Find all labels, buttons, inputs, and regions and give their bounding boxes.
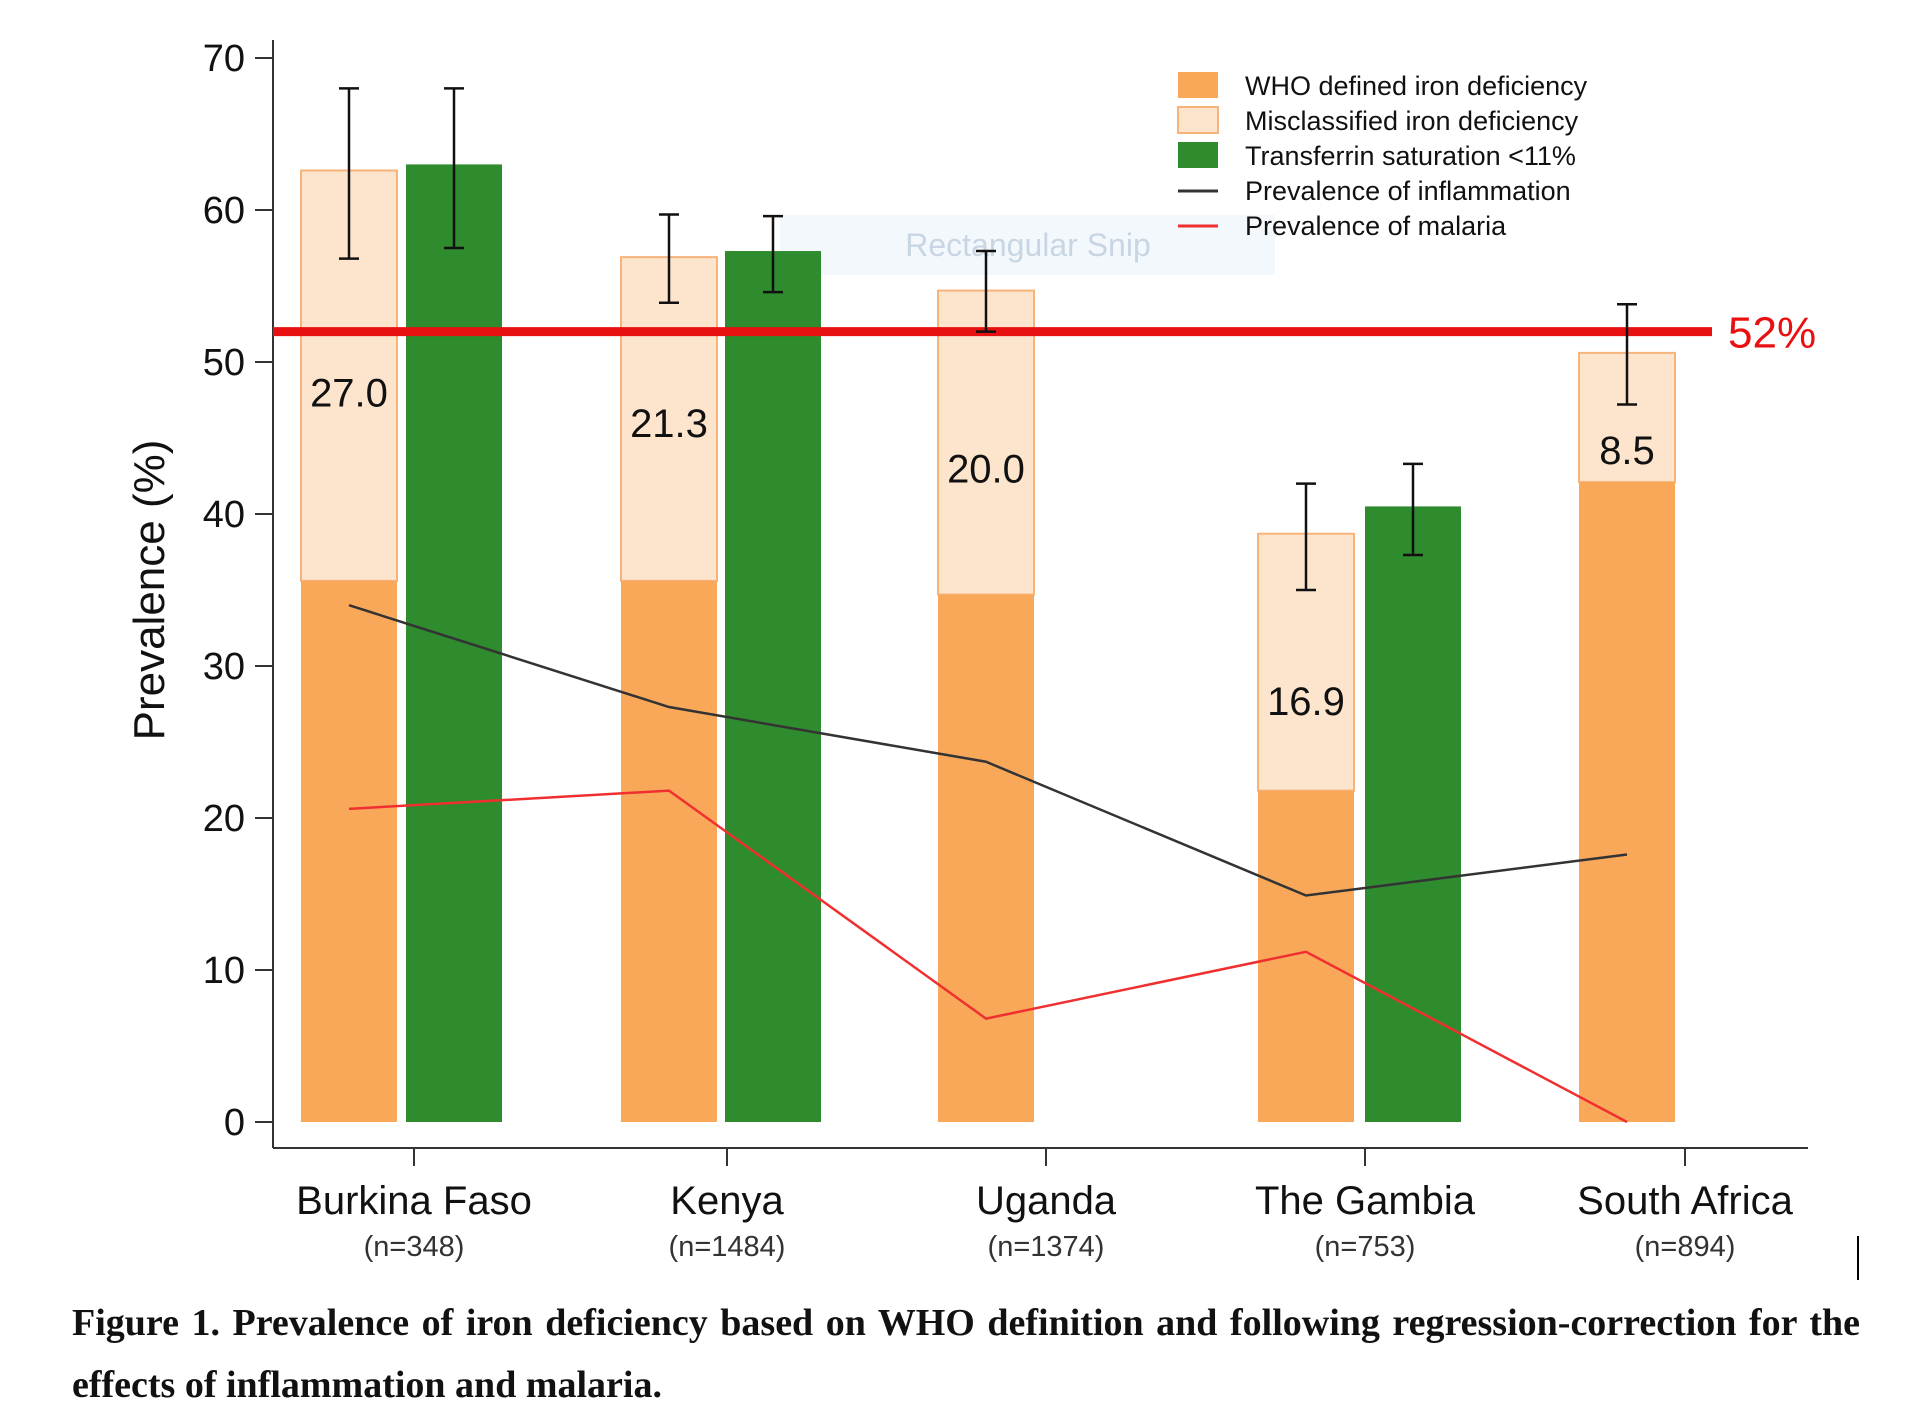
x-tick-label: South Africa	[1577, 1179, 1793, 1223]
y-tick-label: 40	[203, 494, 245, 536]
bar-who-defined	[621, 580, 717, 1122]
legend-label: WHO defined iron deficiency	[1245, 71, 1588, 101]
x-tick-label: Uganda	[976, 1179, 1117, 1223]
y-tick-label: 50	[203, 342, 245, 384]
sample-size-label: (n=1484)	[669, 1231, 786, 1263]
bar-who-defined	[301, 580, 397, 1122]
bar-value-label: 8.5	[1599, 429, 1655, 473]
y-tick-label: 70	[203, 38, 245, 80]
y-tick-label: 30	[203, 646, 245, 688]
bar-who-defined	[938, 594, 1034, 1122]
sample-size-label: (n=1374)	[988, 1231, 1105, 1263]
bar-transferrin	[406, 164, 502, 1122]
y-tick-label: 10	[203, 950, 245, 992]
legend-swatch	[1178, 142, 1218, 168]
reference-line-label: 52%	[1728, 309, 1816, 358]
bar-value-label: 21.3	[630, 402, 708, 446]
bar-misclassified	[937, 289, 1035, 596]
bar-who-defined	[1579, 482, 1675, 1123]
sample-size-label: (n=348)	[364, 1231, 465, 1263]
legend-label: Prevalence of malaria	[1245, 211, 1507, 241]
y-tick-label: 60	[203, 190, 245, 232]
legend-label: Prevalence of inflammation	[1245, 176, 1571, 206]
bar-value-label: 16.9	[1267, 680, 1345, 724]
x-tick-label: Burkina Faso	[296, 1179, 532, 1223]
figure-caption: Figure 1. Prevalence of iron deficiency …	[72, 1302, 1860, 1406]
legend-label: Misclassified iron deficiency	[1245, 106, 1579, 136]
y-axis-label: Prevalence (%)	[125, 440, 174, 741]
legend-label: Transferrin saturation <11%	[1245, 141, 1576, 171]
bar-transferrin	[1365, 506, 1461, 1122]
bar-value-label: 20.0	[947, 447, 1025, 491]
legend: WHO defined iron deficiency Misclassified…	[1177, 71, 1588, 241]
y-tick-label: 20	[203, 798, 245, 840]
x-tick-label: The Gambia	[1255, 1179, 1476, 1223]
legend-swatch	[1178, 72, 1218, 98]
snip-overlay-text: Rectangular Snip	[905, 227, 1150, 263]
bar-transferrin	[725, 251, 821, 1123]
sample-size-label: (n=753)	[1315, 1231, 1416, 1263]
sample-size-label: (n=894)	[1635, 1231, 1736, 1263]
y-tick-label: 0	[224, 1102, 245, 1144]
bar-value-label: 27.0	[310, 371, 388, 415]
legend-swatch	[1177, 106, 1219, 134]
x-tick-label: Kenya	[670, 1179, 784, 1223]
bar-who-defined	[1258, 790, 1354, 1122]
